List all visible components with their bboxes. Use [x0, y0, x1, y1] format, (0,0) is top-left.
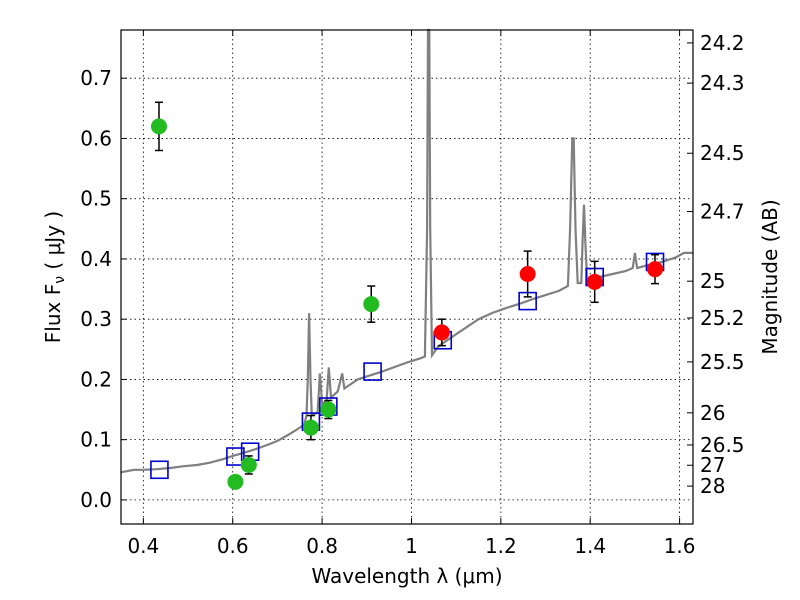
magnitude-tick-label: 24.7: [700, 200, 745, 224]
y-tick-label: 0.3: [80, 307, 112, 331]
x-tick-label: 1.6: [664, 534, 696, 558]
red-data-point: [519, 265, 536, 282]
green-data-point: [240, 456, 257, 473]
green-data-point: [302, 419, 319, 436]
magnitude-tick-label: 26.5: [700, 433, 745, 457]
spectrum-series: [120, 28, 693, 474]
magnitude-tick-label: 26: [700, 401, 725, 425]
y-tick-label: 0.0: [80, 488, 112, 512]
model-square-marker: [363, 362, 382, 381]
magnitude-tick-label: 24.5: [700, 141, 745, 165]
x-tick-label: 1.4: [574, 534, 606, 558]
magnitude-tick-label: 25.2: [700, 306, 745, 330]
magnitude-tick-label: 27: [700, 453, 725, 477]
x-axis-label: Wavelength λ (μm): [311, 564, 502, 588]
y-tick-label: 0.2: [80, 367, 112, 391]
y-axis-label: Flux Fν ( μJy ): [41, 211, 68, 343]
x-tick-label: 1: [405, 534, 418, 558]
grid: [121, 30, 693, 524]
spectrum-line: [120, 28, 693, 474]
y-axis-label-main: Flux F: [41, 284, 65, 343]
data-points: [150, 101, 665, 490]
red-data-point: [586, 273, 603, 290]
plot-frame: [120, 29, 694, 525]
green-data-point: [150, 118, 167, 135]
y-tick-label: 0.6: [80, 126, 112, 150]
magnitude-tick-label: 28: [700, 474, 725, 498]
magnitude-axis-label: Magnitude (AB): [758, 199, 782, 354]
magnitude-tick-label: 24.2: [700, 31, 745, 55]
y-axis-label-unit: ( μJy ): [41, 211, 65, 276]
model-square-marker: [226, 447, 245, 466]
x-tick-label: 0.8: [306, 534, 338, 558]
y-tick-label: 0.7: [80, 66, 112, 90]
red-data-point: [433, 324, 450, 341]
y-tick-label: 0.4: [80, 247, 112, 271]
green-data-point: [320, 401, 337, 418]
magnitude-tick-label: 25: [700, 269, 725, 293]
red-data-point: [647, 261, 664, 278]
x-tick-label: 0.6: [217, 534, 249, 558]
y-tick-label: 0.1: [80, 428, 112, 452]
green-data-point: [227, 473, 244, 490]
magnitude-tick-label: 25.5: [700, 350, 745, 374]
x-tick-label: 1.2: [485, 534, 517, 558]
green-data-point: [363, 296, 380, 313]
magnitude-tick-label: 24.3: [700, 71, 745, 95]
x-tick-label: 0.4: [127, 534, 159, 558]
y-axis-label-subscript: ν: [52, 276, 68, 284]
axes: 0.4 0.6 0.8 1 1.2 1.4 1.6 0.0 0.1 0.2 0.3 0.4 0.5 0.6…: [80, 30, 745, 558]
model-square-marker: [150, 460, 169, 480]
y-tick-label: 0.5: [80, 187, 112, 211]
